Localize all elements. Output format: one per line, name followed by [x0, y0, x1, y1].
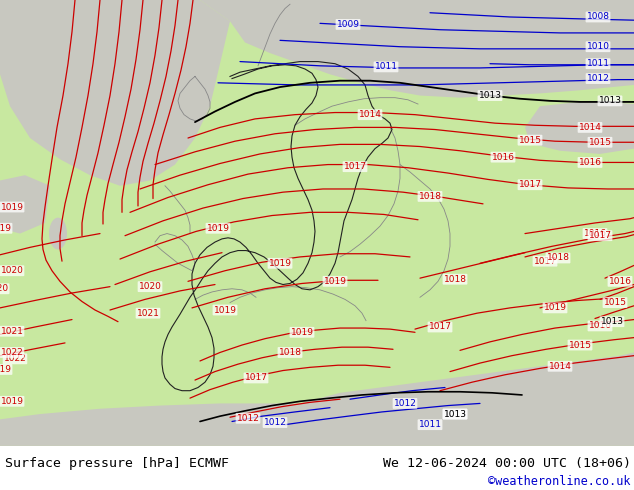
- Text: 020: 020: [0, 284, 9, 294]
- Polygon shape: [0, 0, 634, 98]
- Text: We 12-06-2024 00:00 UTC (18+06): We 12-06-2024 00:00 UTC (18+06): [383, 457, 631, 470]
- Text: 1019: 1019: [0, 365, 11, 374]
- Text: 1017: 1017: [429, 322, 451, 332]
- Text: 1019: 1019: [290, 328, 313, 337]
- Text: 1015: 1015: [588, 138, 612, 147]
- Text: 1010: 1010: [586, 42, 609, 51]
- Text: 1016: 1016: [578, 158, 602, 167]
- Text: 1018: 1018: [444, 275, 467, 284]
- Text: 1016: 1016: [583, 229, 607, 238]
- Text: 1022: 1022: [1, 348, 23, 357]
- Text: 1019: 1019: [0, 224, 11, 233]
- Text: 1012: 1012: [586, 74, 609, 83]
- Text: 1019: 1019: [269, 259, 292, 268]
- Text: 1020: 1020: [139, 282, 162, 291]
- Text: 1008: 1008: [586, 12, 609, 22]
- Text: 1012: 1012: [264, 418, 287, 427]
- Text: 1021: 1021: [136, 309, 159, 318]
- Text: 1012: 1012: [394, 399, 417, 408]
- Text: 1019: 1019: [543, 303, 567, 313]
- Text: 1015: 1015: [519, 136, 541, 145]
- Text: 1016: 1016: [491, 152, 515, 162]
- Polygon shape: [400, 403, 470, 433]
- Text: 1011: 1011: [586, 59, 609, 68]
- Text: 1017: 1017: [519, 180, 541, 189]
- Ellipse shape: [49, 218, 67, 249]
- Text: 1018: 1018: [547, 253, 569, 263]
- Text: 1013: 1013: [444, 410, 467, 418]
- Text: 1020: 1020: [1, 266, 23, 275]
- Text: 1018: 1018: [418, 192, 441, 201]
- Text: 1015: 1015: [604, 298, 626, 307]
- Text: 1014: 1014: [579, 123, 602, 132]
- Text: Surface pressure [hPa] ECMWF: Surface pressure [hPa] ECMWF: [5, 457, 229, 470]
- Text: 1012: 1012: [236, 414, 259, 423]
- Polygon shape: [0, 175, 50, 234]
- Text: 1017: 1017: [533, 257, 557, 266]
- Text: 1017: 1017: [588, 231, 612, 240]
- Text: 1019: 1019: [1, 397, 23, 406]
- Text: 1014: 1014: [548, 362, 571, 371]
- Text: 1013: 1013: [444, 410, 467, 418]
- Text: 1011: 1011: [375, 62, 398, 72]
- Text: 1014: 1014: [359, 110, 382, 119]
- Text: 1021: 1021: [1, 327, 23, 336]
- Text: 1022: 1022: [4, 354, 27, 364]
- Text: 1019: 1019: [214, 305, 236, 315]
- Text: 1009: 1009: [337, 20, 359, 29]
- Text: 1018: 1018: [278, 348, 302, 357]
- Polygon shape: [525, 101, 634, 154]
- Text: 1013: 1013: [479, 91, 501, 100]
- Text: ©weatheronline.co.uk: ©weatheronline.co.uk: [488, 475, 631, 488]
- Text: 1016: 1016: [588, 321, 612, 330]
- Text: 1019: 1019: [207, 224, 230, 233]
- Polygon shape: [0, 0, 230, 186]
- Text: 1013: 1013: [598, 97, 621, 105]
- Polygon shape: [0, 352, 634, 446]
- Text: 1016: 1016: [609, 277, 631, 286]
- Text: 1011: 1011: [418, 420, 441, 429]
- Text: 1019: 1019: [1, 202, 23, 212]
- Text: 1013: 1013: [600, 317, 623, 326]
- Text: 1015: 1015: [569, 341, 592, 349]
- Text: 1019: 1019: [323, 277, 347, 286]
- Text: 1017: 1017: [245, 373, 268, 383]
- Text: 1017: 1017: [344, 162, 366, 171]
